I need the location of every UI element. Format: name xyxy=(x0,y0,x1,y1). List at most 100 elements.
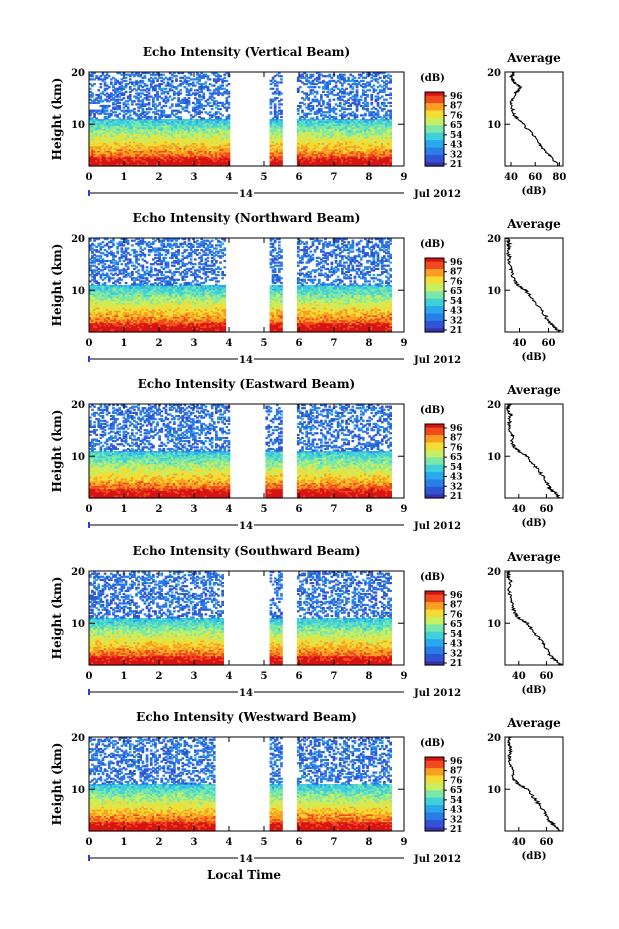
x-tick-label: 4 xyxy=(226,504,233,515)
colorbar-tick-label: 21 xyxy=(450,492,463,502)
colorbar-tick-label: 65 xyxy=(450,121,463,131)
date-label: Jul 2012 xyxy=(413,854,461,865)
average-title: Average xyxy=(506,716,561,730)
average-x-tick-label: 60 xyxy=(542,338,556,349)
y-axis-label: Height (km) xyxy=(50,410,64,493)
colorbar-tick-label: 32 xyxy=(450,649,463,659)
day-label-bg xyxy=(238,353,254,365)
heatmap-cells xyxy=(89,571,392,666)
average-x-tick-label: 60 xyxy=(528,172,542,183)
average-y-tick-label: 10 xyxy=(487,785,501,796)
colorbar-tick-label: 43 xyxy=(450,473,463,483)
y-tick-label: 10 xyxy=(71,120,85,131)
x-tick-label: 6 xyxy=(296,837,303,848)
average-x-tick-label: 60 xyxy=(539,504,553,515)
x-tick-label: 8 xyxy=(366,671,373,682)
average-x-tick-label: 40 xyxy=(512,671,526,682)
average-title: Average xyxy=(506,51,561,65)
x-tick-label: 2 xyxy=(156,504,163,515)
day-label-bg xyxy=(238,519,254,531)
colorbar-tick-label: 96 xyxy=(450,591,463,601)
x-tick-label: 0 xyxy=(86,504,93,515)
x-tick-label: 1 xyxy=(121,837,128,848)
day-label-bg xyxy=(238,852,254,864)
colorbar-tick-label: 76 xyxy=(450,111,463,121)
x-tick-label: 0 xyxy=(86,671,93,682)
colorbar-tick-label: 65 xyxy=(450,620,463,630)
colorbar-tick-label: 54 xyxy=(450,131,463,141)
day-label: 14 xyxy=(239,854,253,865)
average-title: Average xyxy=(506,383,561,397)
colorbar-frame xyxy=(424,423,445,499)
x-tick-label: 2 xyxy=(156,338,163,349)
colorbar-tick-label: 96 xyxy=(450,757,463,767)
colorbar-tick-label: 76 xyxy=(450,610,463,620)
average-title: Average xyxy=(506,550,561,564)
x-tick-label: 7 xyxy=(331,837,338,848)
average-x-label: (dB) xyxy=(522,851,547,862)
x-tick-label: 7 xyxy=(331,338,338,349)
average-frame xyxy=(504,237,564,333)
x-tick-label: 8 xyxy=(366,837,373,848)
colorbar xyxy=(425,591,444,666)
x-axis-label-local-time: Local Time xyxy=(207,868,281,882)
colorbar-frame xyxy=(424,257,445,333)
colorbar-tick-label: 76 xyxy=(450,277,463,287)
day-label: 14 xyxy=(239,688,253,699)
colorbar-tick-label: 87 xyxy=(450,102,463,112)
colorbar-unit: (dB) xyxy=(420,572,445,583)
x-tick-label: 5 xyxy=(261,338,268,349)
x-tick-label: 2 xyxy=(156,172,163,183)
x-tick-label: 5 xyxy=(261,172,268,183)
x-tick-label: 3 xyxy=(191,671,198,682)
x-tick-label: 5 xyxy=(261,504,268,515)
day-label: 14 xyxy=(239,521,253,532)
colorbar-tick-label: 96 xyxy=(450,258,463,268)
y-axis-label: Height (km) xyxy=(50,577,64,660)
x-tick-label: 9 xyxy=(401,837,408,848)
average-x-label: (dB) xyxy=(522,352,547,363)
average-x-tick-label: 60 xyxy=(539,671,553,682)
colorbar-tick-label: 54 xyxy=(450,630,463,640)
colorbar-tick-label: 65 xyxy=(450,453,463,463)
date-label: Jul 2012 xyxy=(413,521,461,532)
colorbar-tick-label: 43 xyxy=(450,806,463,816)
colorbar-unit: (dB) xyxy=(420,239,445,250)
colorbar-tick-label: 21 xyxy=(450,160,463,170)
colorbar-unit: (dB) xyxy=(420,405,445,416)
x-tick-label: 7 xyxy=(331,671,338,682)
x-tick-label: 0 xyxy=(86,338,93,349)
chart-title: Echo Intensity (Northward Beam) xyxy=(133,211,361,225)
colorbar-tick-label: 32 xyxy=(450,150,463,160)
average-y-tick-label: 20 xyxy=(487,68,501,79)
colorbar-tick-label: 43 xyxy=(450,640,463,650)
x-tick-label: 1 xyxy=(121,338,128,349)
x-tick-label: 2 xyxy=(156,671,163,682)
colorbar-unit: (dB) xyxy=(420,738,445,749)
colorbar-tick-label: 54 xyxy=(450,796,463,806)
average-profile-line xyxy=(508,71,559,167)
chart-title: Echo Intensity (Eastward Beam) xyxy=(138,377,355,391)
x-tick-label: 3 xyxy=(191,504,198,515)
colorbar-tick-label: 54 xyxy=(450,463,463,473)
colorbar-unit: (dB) xyxy=(420,73,445,84)
chart-title: Echo Intensity (Vertical Beam) xyxy=(143,45,350,59)
colorbar-frame xyxy=(424,590,445,666)
x-tick-label: 4 xyxy=(226,671,233,682)
chart-panel-0: Echo Intensity (Vertical Beam) 10 20 0 1 2 3 4 5… xyxy=(50,45,566,200)
average-x-tick-label: 80 xyxy=(552,172,566,183)
y-tick-label: 20 xyxy=(71,234,85,245)
colorbar-tick-label: 21 xyxy=(450,659,463,669)
colorbar xyxy=(425,424,444,499)
colorbar-tick-label: 43 xyxy=(450,141,463,151)
colorbar-tick-label: 32 xyxy=(450,316,463,326)
plot-frame xyxy=(88,570,405,666)
average-frame xyxy=(504,570,564,666)
average-title: Average xyxy=(506,217,561,231)
x-tick-label: 2 xyxy=(156,837,163,848)
average-profile-line xyxy=(505,570,563,666)
x-tick-label: 3 xyxy=(191,837,198,848)
average-y-tick-label: 20 xyxy=(487,567,501,578)
colorbar xyxy=(425,92,444,167)
plot-frame xyxy=(88,71,405,167)
